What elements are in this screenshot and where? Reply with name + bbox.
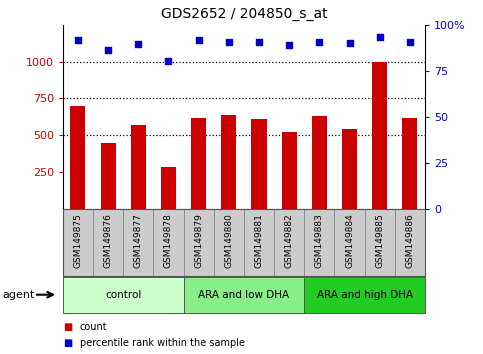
Bar [372,62,387,209]
Point [376,34,384,39]
FancyBboxPatch shape [93,209,123,276]
Point [165,58,172,64]
Text: ■: ■ [63,338,72,348]
FancyBboxPatch shape [63,209,93,276]
Bar [252,119,267,209]
Text: ARA and low DHA: ARA and low DHA [199,290,289,300]
FancyBboxPatch shape [184,209,213,276]
Bar [71,106,85,209]
Bar [402,118,417,209]
FancyBboxPatch shape [184,277,304,313]
Text: ARA and high DHA: ARA and high DHA [316,290,413,300]
Bar [131,125,146,209]
FancyBboxPatch shape [274,209,304,276]
Bar [100,143,115,209]
Text: GSM149885: GSM149885 [375,213,384,268]
Point [134,41,142,47]
Title: GDS2652 / 204850_s_at: GDS2652 / 204850_s_at [161,7,327,21]
FancyBboxPatch shape [63,277,184,313]
FancyBboxPatch shape [395,209,425,276]
Point [195,38,202,43]
FancyBboxPatch shape [213,209,244,276]
Text: count: count [80,322,107,332]
Text: ■: ■ [63,322,72,332]
FancyBboxPatch shape [154,209,184,276]
Text: GSM149880: GSM149880 [224,213,233,268]
Text: GSM149883: GSM149883 [315,213,324,268]
Bar [342,129,357,209]
Bar [221,115,236,209]
Point [225,40,233,45]
FancyBboxPatch shape [365,209,395,276]
Point [315,39,323,45]
Text: GSM149877: GSM149877 [134,213,143,268]
Text: percentile rank within the sample: percentile rank within the sample [80,338,245,348]
Text: GSM149884: GSM149884 [345,213,354,268]
Text: GSM149881: GSM149881 [255,213,264,268]
Point [74,37,82,42]
Point [255,40,263,45]
Text: agent: agent [2,290,35,300]
Point [104,47,112,53]
Text: GSM149876: GSM149876 [103,213,113,268]
FancyBboxPatch shape [334,209,365,276]
Text: GSM149879: GSM149879 [194,213,203,268]
Point [406,40,414,45]
Point [285,42,293,48]
Text: GSM149886: GSM149886 [405,213,414,268]
FancyBboxPatch shape [244,209,274,276]
Bar [161,167,176,209]
FancyBboxPatch shape [304,209,334,276]
FancyBboxPatch shape [123,209,154,276]
Bar [312,116,327,209]
Text: GSM149882: GSM149882 [284,213,294,268]
Text: control: control [105,290,142,300]
FancyBboxPatch shape [304,277,425,313]
Bar [191,118,206,209]
Text: GSM149875: GSM149875 [73,213,83,268]
Bar [282,132,297,209]
Point [346,40,354,46]
Text: GSM149878: GSM149878 [164,213,173,268]
